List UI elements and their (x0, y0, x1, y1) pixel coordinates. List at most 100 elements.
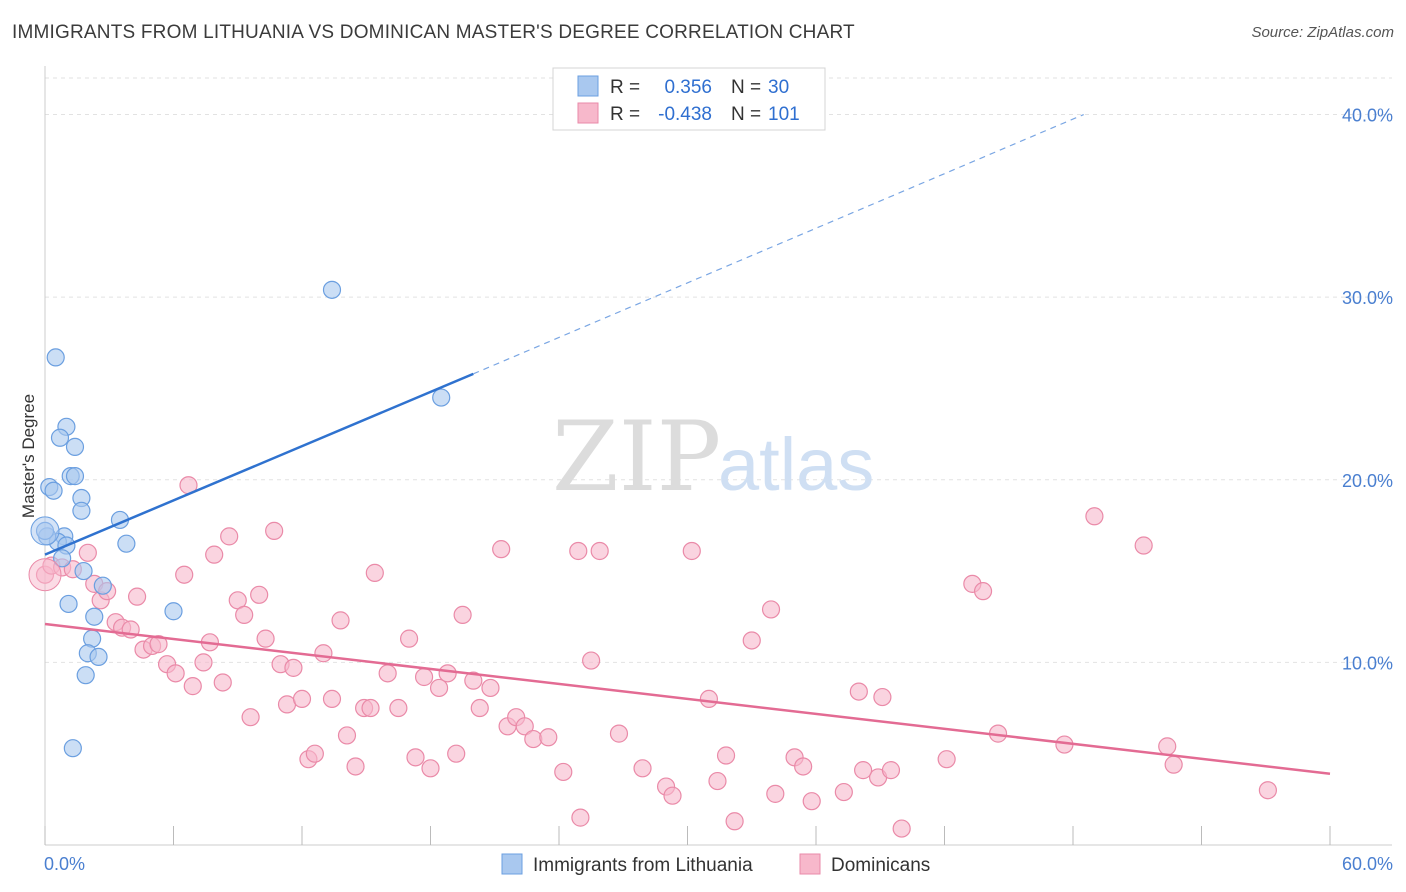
data-point (74, 561, 93, 581)
data-point (175, 565, 194, 584)
data-point (609, 724, 629, 743)
data-point (399, 629, 419, 648)
y-tick-label: 20.0% (1342, 471, 1393, 491)
data-point (1134, 536, 1153, 555)
data-point (72, 501, 91, 520)
data-point (65, 467, 85, 486)
data-point (1258, 781, 1277, 800)
data-point (76, 666, 95, 685)
data-point (633, 759, 652, 778)
legend-n-label: N = (731, 104, 761, 125)
data-point (1085, 507, 1104, 526)
data-point (663, 786, 682, 805)
data-point (973, 582, 993, 601)
data-point (406, 748, 425, 767)
bottom-legend-label: Immigrants from Lithuania (533, 855, 753, 876)
data-point (554, 762, 573, 782)
data-point (389, 698, 408, 718)
watermark-zip: ZIP (552, 401, 721, 513)
bottom-legend-label: Dominicans (831, 855, 930, 876)
data-point (331, 611, 350, 630)
legend-box: R = 0.356 N = 30 R = -0.438 N = 101 (552, 67, 826, 131)
data-point-large (28, 558, 62, 592)
data-point (849, 682, 868, 701)
data-point (265, 521, 284, 540)
data-point (438, 664, 457, 683)
data-point (59, 594, 78, 614)
legend-r-value: 0.356 (664, 77, 712, 98)
data-point (220, 527, 239, 546)
data-point (361, 698, 380, 718)
data-point (761, 600, 781, 619)
data-point (50, 428, 70, 447)
data-point (492, 540, 511, 559)
data-point (515, 717, 534, 736)
data-point-large (30, 516, 60, 546)
source-label: Source: ZipAtlas.com (1251, 24, 1394, 41)
trend-line-lithuania-extension (473, 113, 1084, 375)
legend-swatch (577, 75, 599, 97)
data-point (44, 481, 63, 500)
data-point (1164, 755, 1183, 774)
data-point (117, 534, 136, 553)
data-point (292, 689, 312, 709)
data-point (241, 708, 260, 727)
data-point (582, 651, 601, 670)
data-point (524, 729, 543, 749)
legend-r-label: R = (610, 104, 640, 125)
data-point (63, 739, 82, 758)
x-tick-label: 60.0% (1342, 854, 1393, 874)
data-point (453, 605, 472, 625)
data-point (378, 664, 397, 683)
data-point (205, 545, 224, 564)
data-point (432, 388, 451, 407)
data-point (802, 792, 821, 811)
data-point (46, 348, 65, 367)
legend-swatch (577, 102, 599, 124)
data-point (166, 664, 185, 683)
data-point (250, 585, 269, 604)
grid-lines (45, 77, 1392, 663)
y-tick-label: 30.0% (1342, 288, 1393, 308)
data-points (28, 280, 1277, 838)
x-tick-label: 0.0% (44, 854, 85, 874)
data-point (682, 541, 701, 561)
data-point (213, 673, 232, 692)
data-point (414, 667, 434, 687)
data-point (481, 678, 500, 698)
data-point (881, 761, 901, 780)
data-point (447, 744, 466, 763)
axes (44, 66, 1392, 846)
data-point (937, 750, 956, 769)
legend-r-label: R = (610, 77, 640, 98)
y-tick-label: 10.0% (1342, 653, 1393, 673)
data-point (93, 576, 112, 595)
data-point (149, 635, 168, 654)
data-point (365, 563, 384, 582)
data-point (716, 746, 736, 765)
data-point (854, 761, 873, 780)
watermark-atlas: atlas (718, 423, 874, 506)
data-point (322, 689, 342, 709)
data-point (539, 728, 558, 747)
data-point (85, 607, 104, 626)
legend-r-value: -0.438 (658, 104, 712, 125)
data-point (892, 819, 911, 838)
legend-n-label: N = (731, 77, 761, 98)
data-point (590, 541, 609, 561)
data-point (766, 784, 785, 803)
data-point (569, 541, 588, 561)
data-point (256, 629, 275, 648)
legend-n-value: 30 (768, 77, 789, 98)
data-point (127, 587, 147, 606)
data-point (53, 549, 72, 568)
chart-title: IMMIGRANTS FROM LITHUANIA VS DOMINICAN M… (12, 22, 855, 43)
data-point (873, 687, 892, 707)
data-point (164, 602, 183, 621)
data-point (65, 437, 85, 456)
data-point (794, 757, 813, 776)
data-point (284, 658, 303, 677)
bottom-legend-swatch (799, 853, 821, 875)
data-point (235, 605, 254, 625)
